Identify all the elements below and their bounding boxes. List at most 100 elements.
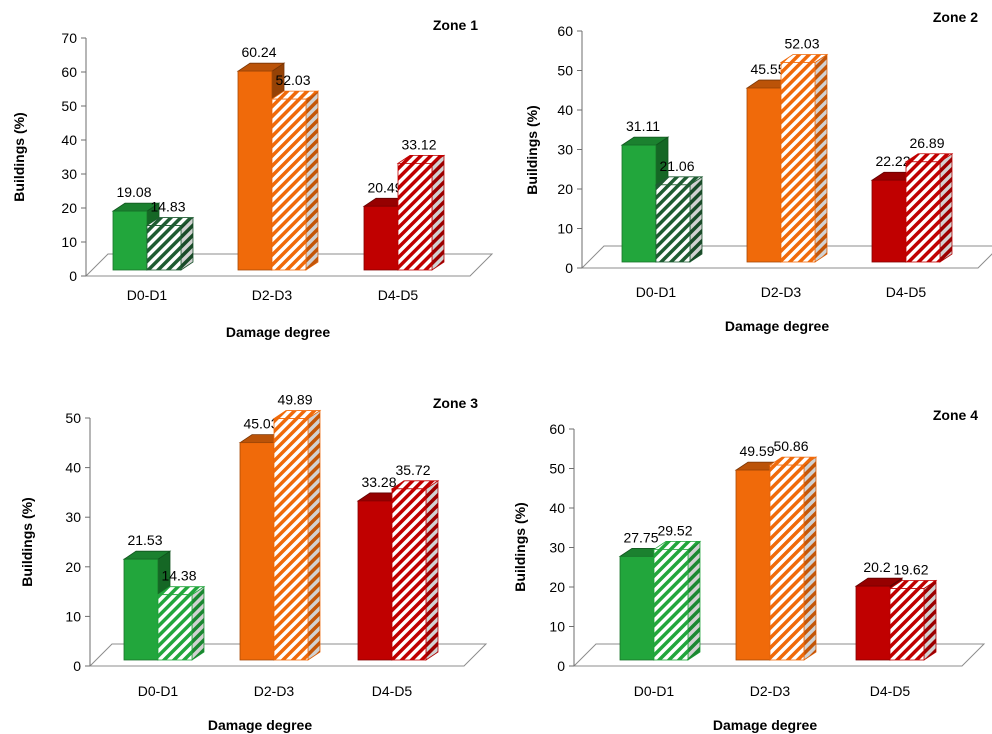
y-tick-label: 20 xyxy=(61,200,77,216)
bar-front xyxy=(239,442,275,661)
data-label: 21.06 xyxy=(659,158,694,174)
x-tick-label: D4-D5 xyxy=(378,287,419,303)
chart-title: Zone 1 xyxy=(433,17,478,33)
y-tick-label: 20 xyxy=(65,559,81,575)
bar-front xyxy=(123,558,159,661)
chart-title: Zone 4 xyxy=(933,407,978,423)
data-label: 19.62 xyxy=(893,562,928,578)
data-label: 14.83 xyxy=(150,199,185,215)
bar-front xyxy=(146,225,182,271)
bar-zone1-d4-d5-series-2 xyxy=(396,154,446,271)
bar-side-shade xyxy=(308,410,320,660)
x-tick-label: D2-D3 xyxy=(750,683,791,699)
data-label: 45.03 xyxy=(243,416,278,432)
bar-side-shade xyxy=(688,541,700,660)
y-tick-label: 40 xyxy=(61,132,77,148)
bar-side-shade xyxy=(690,176,702,262)
y-tick-label: 30 xyxy=(61,166,77,182)
bar-front xyxy=(363,205,399,271)
data-label: 22.22 xyxy=(875,153,910,169)
y-tick-label: 50 xyxy=(61,98,77,114)
y-axis-label: Buildings (%) xyxy=(524,105,540,194)
y-tick-label: 50 xyxy=(65,410,81,426)
y-tick-label: 20 xyxy=(549,579,565,595)
data-label: 27.75 xyxy=(623,529,658,545)
bar-front xyxy=(735,469,771,661)
bar-front xyxy=(655,184,691,263)
x-tick-label: D0-D1 xyxy=(138,683,179,699)
y-tick-label: 30 xyxy=(557,142,573,158)
bar-zone2-d0-d1-series-2 xyxy=(654,176,704,263)
x-tick-label: D0-D1 xyxy=(634,683,675,699)
data-label: 26.89 xyxy=(909,135,944,151)
y-tick-label: 30 xyxy=(65,509,81,525)
y-tick-label: 60 xyxy=(557,23,573,39)
x-tick-label: D0-D1 xyxy=(636,284,677,300)
bar-side-shade xyxy=(192,586,204,660)
y-tick-label: 20 xyxy=(557,181,573,197)
data-label: 20.2 xyxy=(863,559,890,575)
bar-zone1-d2-d3-series-2 xyxy=(270,90,320,271)
data-label: 20.49 xyxy=(367,179,402,195)
x-tick-label: D4-D5 xyxy=(886,284,927,300)
bar-front xyxy=(112,210,148,271)
bar-front xyxy=(357,500,393,661)
x-tick-label: D2-D3 xyxy=(254,683,295,699)
data-label: 52.03 xyxy=(275,72,310,88)
chart-zone3: 0 10 20 30 40 50 21.53 14.38 D0-D1 45.03 49.89 D2-D… xyxy=(19,392,488,733)
y-tick-label: 30 xyxy=(549,540,565,556)
bar-front xyxy=(769,464,805,661)
bar-zone4-d2-d3-series-2 xyxy=(768,456,818,661)
data-label: 31.11 xyxy=(626,118,660,134)
bar-side-shade xyxy=(426,480,438,660)
y-tick-label: 0 xyxy=(557,658,565,674)
bar-front xyxy=(780,62,816,263)
data-label: 29.52 xyxy=(657,522,692,538)
y-tick-label: 60 xyxy=(61,64,77,80)
data-label: 21.53 xyxy=(127,532,162,548)
data-label: 50.86 xyxy=(773,438,808,454)
bar-front xyxy=(157,594,193,661)
x-tick-label: D4-D5 xyxy=(372,683,413,699)
y-tick-label: 10 xyxy=(65,608,81,624)
bar-zone4-d4-d5-series-1 xyxy=(854,577,904,661)
bar-side-shade xyxy=(924,580,936,660)
bar-zone3-d0-d1-series-2 xyxy=(156,585,206,661)
bar-front xyxy=(619,555,655,661)
bar-side-shade xyxy=(432,155,444,270)
data-label: 33.28 xyxy=(361,474,396,490)
bar-zone2-d4-d5-series-2 xyxy=(904,153,954,263)
bar-front xyxy=(237,70,273,271)
bar-front xyxy=(855,585,891,661)
bar-side-shade xyxy=(804,457,816,660)
bar-zone3-d4-d5-series-2 xyxy=(390,480,440,661)
bar-front xyxy=(746,87,782,263)
data-label: 49.89 xyxy=(277,392,312,408)
data-label: 35.72 xyxy=(395,462,430,478)
bar-side-shade xyxy=(306,91,318,271)
x-axis-label: Damage degree xyxy=(725,318,829,334)
y-tick-label: 10 xyxy=(557,221,573,237)
data-label: 33.12 xyxy=(401,136,436,152)
bar-front xyxy=(397,162,433,271)
bar-front xyxy=(391,488,427,661)
x-tick-label: D0-D1 xyxy=(127,287,168,303)
data-label: 45.55 xyxy=(750,61,785,77)
x-axis-label: Damage degree xyxy=(208,717,312,733)
y-tick-label: 40 xyxy=(65,460,81,476)
data-label: 14.38 xyxy=(161,568,196,584)
x-tick-label: D2-D3 xyxy=(761,284,802,300)
x-axis-label: Damage degree xyxy=(713,717,817,733)
y-tick-label: 50 xyxy=(549,461,565,477)
x-axis-label: Damage degree xyxy=(226,324,330,340)
data-label: 19.08 xyxy=(116,184,151,200)
bar-front xyxy=(621,144,657,263)
bar-zone3-d2-d3-series-2 xyxy=(272,409,322,661)
bar-zone4-d4-d5-series-2 xyxy=(888,579,938,661)
bar-front xyxy=(871,179,907,263)
bar-zone2-d2-d3-series-2 xyxy=(779,53,829,263)
y-axis-label: Buildings (%) xyxy=(19,497,35,586)
